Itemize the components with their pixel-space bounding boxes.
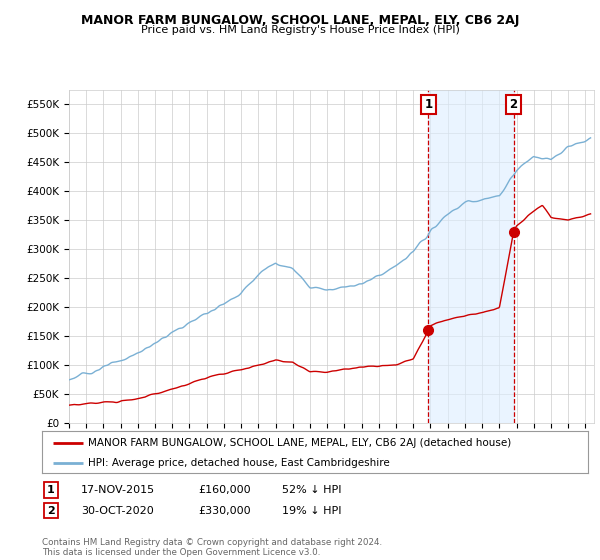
Text: HPI: Average price, detached house, East Cambridgeshire: HPI: Average price, detached house, East… (88, 458, 390, 468)
Text: MANOR FARM BUNGALOW, SCHOOL LANE, MEPAL, ELY, CB6 2AJ: MANOR FARM BUNGALOW, SCHOOL LANE, MEPAL,… (81, 14, 519, 27)
Text: 19% ↓ HPI: 19% ↓ HPI (282, 506, 341, 516)
Text: 2: 2 (509, 98, 518, 111)
Text: 30-OCT-2020: 30-OCT-2020 (81, 506, 154, 516)
Text: £160,000: £160,000 (198, 485, 251, 495)
Text: MANOR FARM BUNGALOW, SCHOOL LANE, MEPAL, ELY, CB6 2AJ (detached house): MANOR FARM BUNGALOW, SCHOOL LANE, MEPAL,… (88, 438, 512, 448)
Text: Price paid vs. HM Land Registry's House Price Index (HPI): Price paid vs. HM Land Registry's House … (140, 25, 460, 35)
Text: 1: 1 (424, 98, 433, 111)
Text: 17-NOV-2015: 17-NOV-2015 (81, 485, 155, 495)
Text: £330,000: £330,000 (198, 506, 251, 516)
Text: Contains HM Land Registry data © Crown copyright and database right 2024.
This d: Contains HM Land Registry data © Crown c… (42, 538, 382, 557)
Text: 2: 2 (47, 506, 55, 516)
Text: 52% ↓ HPI: 52% ↓ HPI (282, 485, 341, 495)
Bar (428, 90, 514, 423)
Text: 1: 1 (47, 485, 55, 495)
